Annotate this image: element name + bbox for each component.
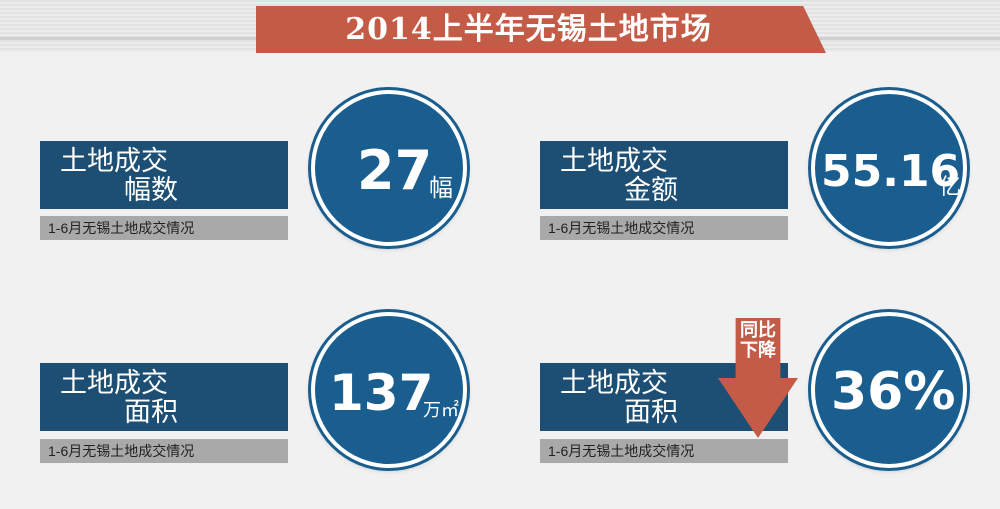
card-change-subtitle: 1-6月无锡土地成交情况 <box>548 443 695 459</box>
card-area-unit: 万㎡ <box>423 400 459 420</box>
card-count-unit: 幅 <box>429 175 453 202</box>
card-count-subtitle-bar: 1-6月无锡土地成交情况 <box>40 216 288 240</box>
card-area-subtitle: 1-6月无锡土地成交情况 <box>48 443 195 459</box>
card-amount-unit: 亿 <box>939 174 962 199</box>
title-banner <box>256 6 826 53</box>
card-amount-subtitle-bar: 1-6月无锡土地成交情况 <box>540 216 788 240</box>
card-area-line2: 面积 <box>124 397 178 427</box>
card-count-subtitle: 1-6月无锡土地成交情况 <box>48 220 195 236</box>
card-amount-line2: 金额 <box>624 175 678 205</box>
card-amount-label: 土地成交 金额 <box>540 141 788 209</box>
card-amount-value: 55.16 <box>821 146 961 197</box>
card-area-value: 137 <box>329 364 434 422</box>
card-count-value: 27 <box>357 139 433 202</box>
card-area-subtitle-bar: 1-6月无锡土地成交情况 <box>40 439 288 463</box>
card-area-line1: 土地成交 <box>60 368 168 398</box>
page-title: 2014上半年无锡土地市场 <box>345 12 712 47</box>
card-count-circle: 27 幅 <box>311 90 467 246</box>
card-area-circle: 137 万㎡ <box>311 312 467 468</box>
card-area-label: 土地成交 面积 <box>40 363 288 431</box>
card-change-line2: 面积 <box>624 397 678 427</box>
card-amount-line1: 土地成交 <box>560 146 668 176</box>
card-amount-subtitle: 1-6月无锡土地成交情况 <box>548 220 695 236</box>
card-amount-circle: 55.16 亿 <box>811 90 967 246</box>
card-change-subtitle-bar: 1-6月无锡土地成交情况 <box>540 439 788 463</box>
card-change-line1: 土地成交 <box>560 368 668 398</box>
arrow-label: 同比下降 <box>740 320 776 360</box>
card-change-circle: 36% <box>811 312 967 468</box>
card-count-line1: 土地成交 <box>60 146 168 176</box>
card-change-value: 36% <box>831 362 956 422</box>
card-count-line2: 幅数 <box>124 175 178 205</box>
card-count-label: 土地成交 幅数 <box>40 141 288 209</box>
